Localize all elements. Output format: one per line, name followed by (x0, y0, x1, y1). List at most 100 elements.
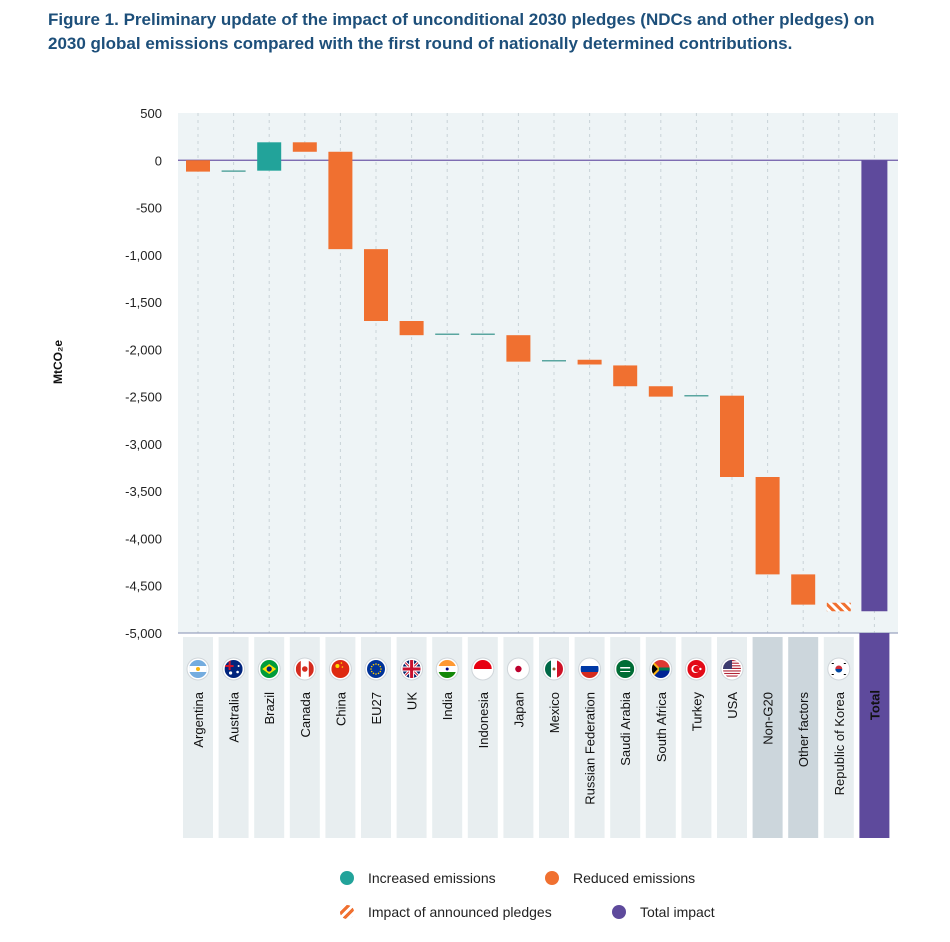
flag-body (687, 660, 706, 678)
y-tick-label: -500 (136, 201, 162, 216)
russia-flag-icon (578, 657, 602, 681)
flag-part (340, 662, 343, 664)
bar-non-g20 (755, 477, 780, 575)
flag-part (229, 671, 233, 675)
china-flag-icon (328, 657, 352, 681)
flag-part (835, 669, 843, 673)
y-tick-label: 500 (140, 106, 162, 121)
flag-part (723, 675, 741, 677)
category-label: Japan (511, 692, 526, 727)
india-flag-icon (435, 657, 459, 681)
chart-title: Figure 1. Preliminary update of the impa… (48, 10, 875, 53)
legend-label: Total impact (640, 904, 715, 920)
flag-part (616, 660, 635, 678)
category-label: Argentina (191, 691, 206, 747)
argentina-flag-icon (186, 657, 210, 681)
legend-label: Reduced emissions (573, 870, 696, 886)
legend-item-total: Total impact (612, 904, 715, 920)
flag-body (189, 660, 207, 678)
flag-part (723, 660, 732, 669)
y-tick-label: -4,500 (125, 579, 162, 594)
flag-part (370, 665, 373, 668)
y-tick-label: -1,500 (125, 295, 162, 310)
flag-body (580, 660, 599, 678)
canada-flag-icon (293, 657, 317, 681)
category-label: Republic of Korea (832, 691, 847, 795)
flag-part (580, 660, 599, 666)
brazil-flag-icon (257, 657, 281, 681)
flag-part (370, 668, 372, 670)
flag-part (830, 663, 834, 664)
bar-uk (399, 321, 424, 336)
flag-part (557, 660, 563, 678)
bar-south-africa (648, 386, 673, 397)
flag-part (377, 663, 380, 666)
usa-flag-icon (720, 657, 744, 681)
legend-item-reduced: Reduced emissions (545, 870, 695, 886)
category-column (752, 637, 783, 838)
flag-part (580, 666, 599, 672)
increased-dot-icon (340, 871, 354, 885)
flag-part (658, 667, 670, 671)
flag-part (379, 670, 382, 673)
category-label: Saudi Arabia (618, 691, 633, 765)
y-tick-label: -2,500 (125, 390, 162, 405)
y-tick-label: -3,500 (125, 484, 162, 499)
japan-flag-icon (506, 657, 530, 681)
flag-part (620, 671, 631, 672)
flag-part (438, 660, 457, 666)
category-label: Russian Federation (583, 692, 598, 805)
category-label: Canada (298, 691, 313, 737)
flag-part (379, 665, 382, 668)
flag-body (331, 660, 350, 678)
flag-part (228, 660, 231, 670)
category-label: Turkey (689, 692, 704, 732)
legend-label: Impact of announced pledges (368, 904, 552, 920)
flag-body (651, 660, 670, 678)
bar-usa (720, 395, 744, 477)
flag-part (843, 663, 847, 664)
flag-body (616, 660, 635, 678)
y-tick-label: -2,000 (125, 342, 162, 357)
saudi-arabia-flag-icon (613, 657, 637, 681)
y-tick-label: -5,000 (125, 626, 162, 641)
indonesia-flag-icon (471, 657, 495, 681)
category-label: Other factors (796, 692, 811, 768)
flag-part (723, 669, 741, 671)
flag-part (473, 669, 492, 678)
flag-part (693, 665, 700, 673)
flag-part (723, 674, 741, 676)
flag-part (651, 663, 658, 675)
plot-area (178, 113, 898, 633)
flag-part (723, 670, 741, 672)
flag-part (196, 667, 200, 671)
category-label: Indonesia (476, 691, 491, 748)
flag-part (367, 660, 385, 678)
australia-flag-icon (222, 657, 246, 681)
reduced-dot-icon (545, 871, 559, 885)
category-label: China (333, 691, 348, 726)
flag-part (835, 665, 843, 669)
flag-body (402, 660, 421, 678)
flag-part (375, 663, 377, 665)
flag-part (370, 670, 373, 673)
flag-body (723, 660, 741, 678)
flag-part (331, 660, 350, 678)
flag-part (308, 660, 314, 678)
flag-part (237, 665, 240, 667)
flag-part (224, 660, 243, 678)
bar-total (861, 160, 888, 612)
flag-part (545, 660, 551, 678)
eu-flag-icon (364, 657, 388, 681)
y-tick-label: -3,000 (125, 437, 162, 452)
flag-body (509, 660, 528, 678)
category-label: India (440, 691, 455, 720)
category-label: Total (867, 690, 882, 720)
mexico-flag-icon (542, 657, 566, 681)
bar-eu27 (364, 249, 388, 321)
bar-brazil (257, 142, 282, 171)
flag-body (473, 660, 492, 678)
flag-body (295, 660, 314, 678)
flag-part (438, 672, 457, 678)
flag-body (545, 660, 563, 678)
